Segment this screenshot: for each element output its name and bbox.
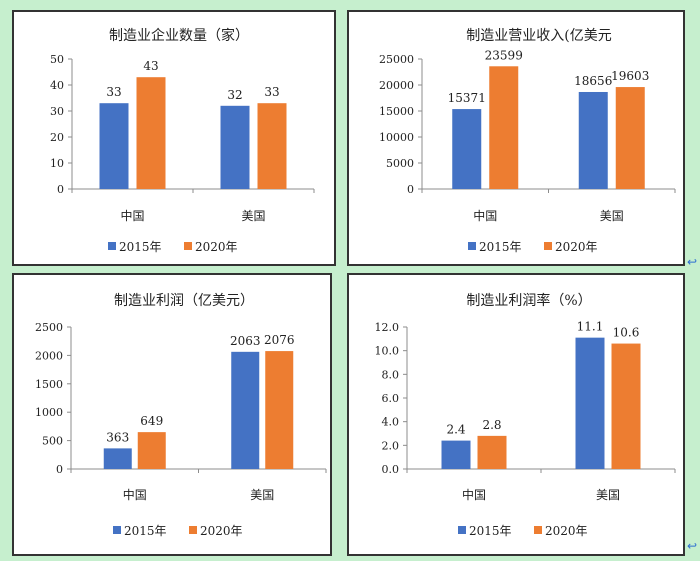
- data-label: 2063: [230, 334, 261, 348]
- legend-label: 2020年: [200, 524, 243, 538]
- category-label: 中国: [473, 208, 497, 223]
- y-tick-label: 2500: [35, 321, 63, 334]
- y-tick-label: 8.0: [382, 368, 400, 381]
- legend-label: 2015年: [479, 240, 522, 254]
- chart-panel-enterprise-count: 制造业企业数量（家） 0 10 20 30 40 50 33 43 中国 32 33 美国 2015年 20…: [12, 10, 336, 266]
- bar-2020年-中国: [489, 66, 519, 189]
- chart-svg: 制造业企业数量（家） 0 10 20 30 40 50 33 43 中国 32 33 美国 2015年 20…: [50, 27, 315, 254]
- y-tick-label: 10000: [379, 131, 414, 144]
- y-tick-label: 2000: [35, 349, 63, 362]
- data-label: 10.6: [613, 326, 640, 340]
- legend-swatch: [184, 242, 192, 250]
- category-label: 美国: [600, 209, 624, 223]
- bar-2015年-中国: [99, 103, 129, 189]
- data-label: 32: [227, 88, 242, 102]
- data-label: 18656: [574, 74, 612, 88]
- y-tick-label: 50: [50, 53, 64, 66]
- legend-label: 2020年: [555, 240, 598, 254]
- legend-label: 2015年: [124, 524, 167, 538]
- data-label: 649: [140, 414, 163, 428]
- y-tick-label: 5000: [386, 157, 414, 170]
- chart-title: 制造业利润率（%）: [466, 292, 591, 309]
- category-label: 中国: [123, 487, 147, 502]
- y-tick-label: 0.0: [382, 463, 400, 476]
- bar-2020年-美国: [611, 343, 641, 469]
- legend-swatch: [534, 526, 542, 534]
- legend-swatch: [458, 526, 466, 534]
- bar-2015年-中国: [441, 440, 471, 469]
- category-label: 美国: [241, 209, 265, 223]
- y-tick-label: 500: [42, 435, 63, 448]
- chart-title: 制造业营业收入(亿美元: [466, 28, 611, 44]
- category-label: 美国: [596, 488, 620, 502]
- legend-label: 2020年: [545, 524, 588, 538]
- bar-2020年-中国: [137, 432, 166, 469]
- y-tick-label: 0: [407, 183, 414, 196]
- chart-svg: 制造业利润率（%） 0.0 2.0 4.0 6.0 8.0 10.0 12.0 2.4 2.8 中国…: [375, 292, 676, 538]
- return-arrow-icon: ↩: [687, 539, 698, 553]
- data-label: 43: [143, 59, 158, 73]
- bar-2020年-美国: [257, 103, 287, 189]
- data-label: 19603: [611, 69, 649, 83]
- chart-svg: 制造业利润（亿美元） 0 500 1000 1500 2000 2500 363 649 中国 20…: [35, 293, 327, 538]
- data-label: 363: [106, 430, 129, 444]
- y-tick-label: 20: [50, 131, 64, 144]
- y-tick-label: 10.0: [375, 345, 400, 358]
- data-label: 33: [106, 85, 121, 99]
- bar-2015年-美国: [575, 337, 605, 469]
- data-label: 15371: [448, 91, 486, 105]
- legend-label: 2020年: [195, 240, 238, 254]
- y-tick-label: 0: [56, 463, 63, 476]
- chart-title: 制造业企业数量（家）: [109, 27, 249, 44]
- y-tick-label: 10: [50, 157, 64, 170]
- data-label: 2.4: [446, 423, 465, 437]
- y-tick-label: 6.0: [382, 392, 400, 405]
- y-tick-label: 15000: [379, 105, 414, 118]
- bar-2020年-中国: [136, 77, 166, 189]
- y-tick-label: 40: [50, 79, 64, 92]
- legend-swatch: [189, 526, 197, 534]
- legend-swatch: [108, 242, 116, 250]
- legend-label: 2015年: [119, 240, 162, 254]
- category-label: 中国: [120, 208, 144, 223]
- y-tick-label: 0: [57, 183, 64, 196]
- bar-2015年-中国: [103, 448, 132, 469]
- legend-swatch: [468, 242, 476, 250]
- bar-2020年-美国: [265, 351, 294, 469]
- data-label: 11.1: [577, 320, 604, 334]
- chart-title: 制造业利润（亿美元）: [114, 293, 254, 309]
- chart-panel-profit-margin: 制造业利润率（%） 0.0 2.0 4.0 6.0 8.0 10.0 12.0 2.4 2.8 中国…: [347, 273, 685, 556]
- y-tick-label: 12.0: [375, 321, 400, 334]
- chart-panel-profit: 制造业利润（亿美元） 0 500 1000 1500 2000 2500 363 649 中国 20…: [12, 273, 332, 556]
- data-label: 2076: [264, 333, 295, 347]
- y-tick-label: 1500: [35, 378, 63, 391]
- data-label: 33: [264, 85, 279, 99]
- bar-2020年-美国: [615, 87, 645, 189]
- category-label: 中国: [462, 487, 486, 502]
- bar-2015年-中国: [452, 109, 482, 189]
- bar-2015年-美国: [220, 105, 250, 189]
- chart-panel-revenue: 制造业营业收入(亿美元 0 5000 10000 15000 20000 25000 1537…: [347, 10, 685, 266]
- y-tick-label: 1000: [35, 406, 63, 419]
- y-tick-label: 2.0: [382, 439, 400, 452]
- y-tick-label: 20000: [379, 79, 414, 92]
- legend-swatch: [544, 242, 552, 250]
- chart-svg: 制造业营业收入(亿美元 0 5000 10000 15000 20000 25000 1537…: [379, 28, 676, 254]
- category-label: 美国: [250, 488, 274, 502]
- bar-2020年-中国: [477, 435, 507, 469]
- return-arrow-icon: ↩: [687, 255, 698, 269]
- bar-2015年-美国: [231, 351, 260, 469]
- data-label: 2.8: [482, 418, 501, 432]
- bar-2015年-美国: [578, 91, 608, 189]
- y-tick-label: 25000: [379, 53, 414, 66]
- y-tick-label: 30: [50, 105, 64, 118]
- y-tick-label: 4.0: [382, 416, 400, 429]
- data-label: 23599: [485, 48, 523, 62]
- legend-label: 2015年: [469, 524, 512, 538]
- legend-swatch: [113, 526, 121, 534]
